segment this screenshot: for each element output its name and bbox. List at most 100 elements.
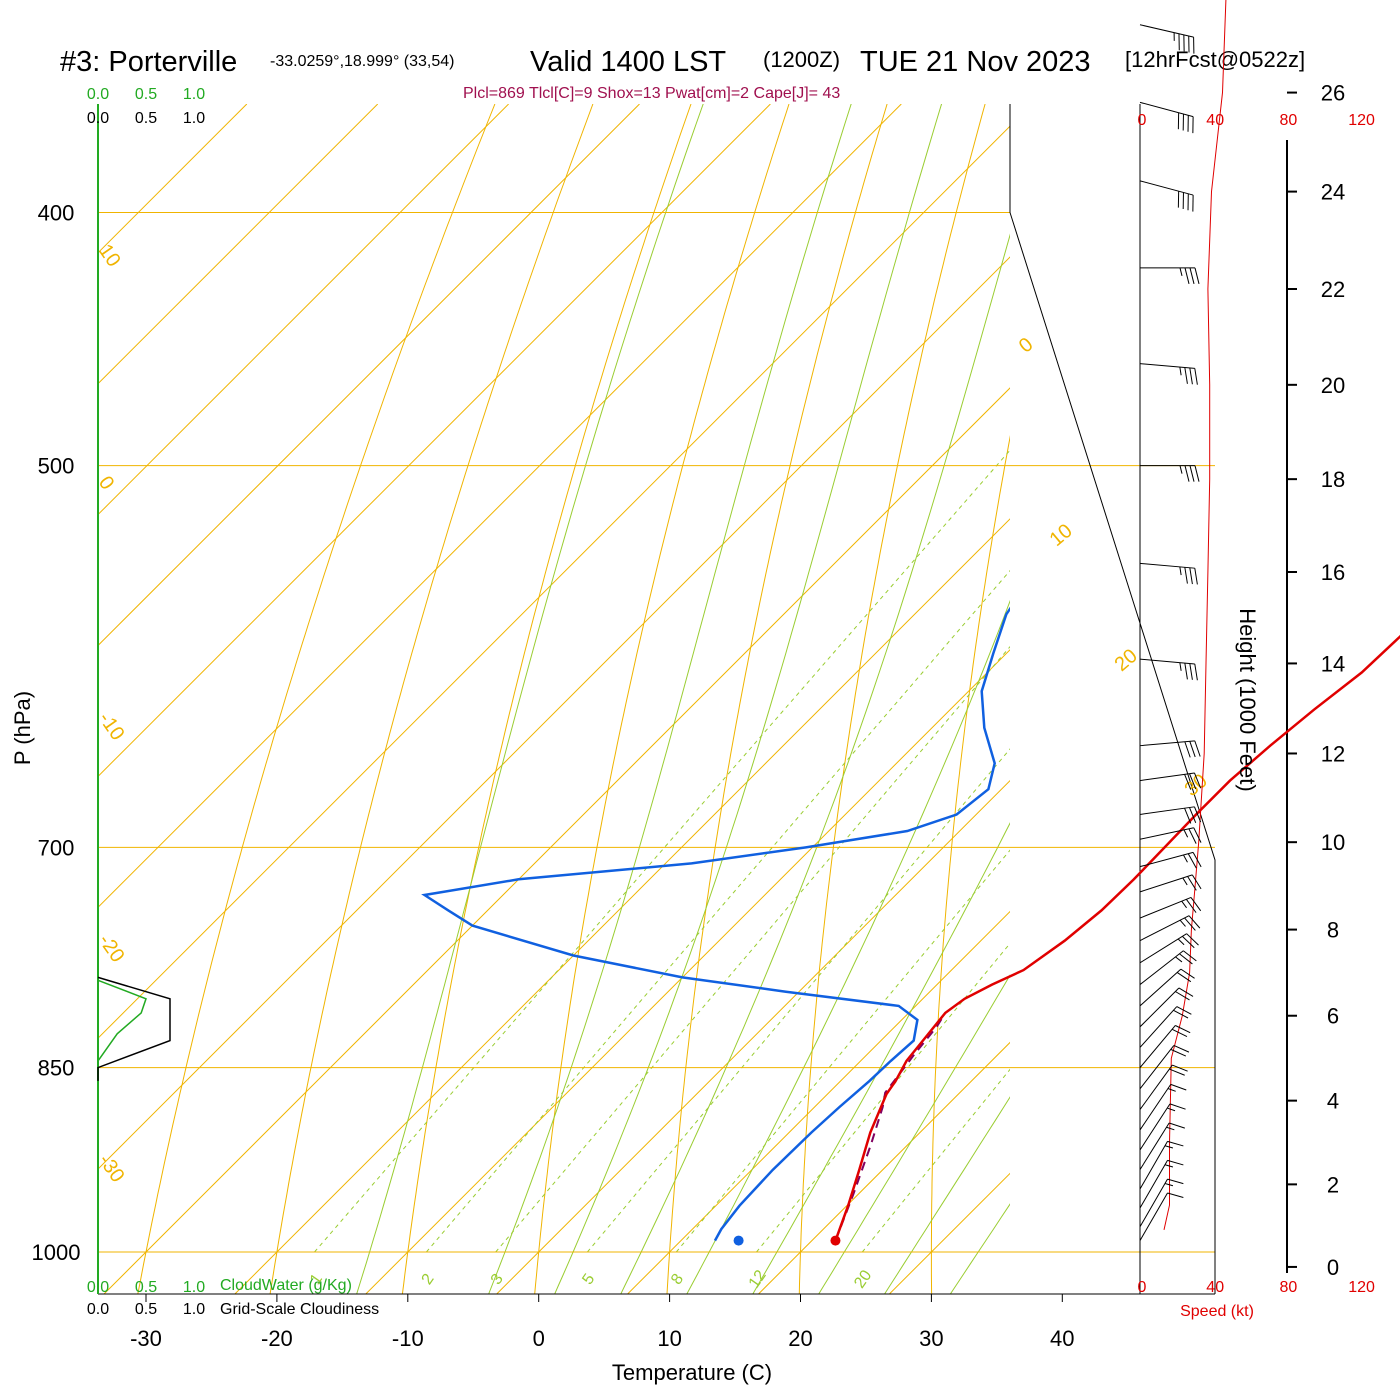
- station-title: #3: Porterville: [60, 46, 237, 78]
- speed-tick-top: 80: [1280, 112, 1298, 129]
- isotherm-label: -10: [94, 708, 129, 744]
- wind-barb-full: [1194, 806, 1202, 823]
- wind-barb: [1139, 772, 1202, 790]
- wind-barb-staff: [1139, 1122, 1170, 1170]
- wind-barb-full: [1184, 465, 1190, 482]
- wind-barb: [1140, 465, 1200, 482]
- wind-barb: [1139, 562, 1198, 585]
- wind-barb-staff: [1139, 1160, 1168, 1209]
- valid-time: Valid 1400 LST: [530, 46, 726, 78]
- wind-barb-half: [1183, 854, 1188, 863]
- wind-barb-full: [1187, 876, 1197, 891]
- wind-barb-staff: [1139, 24, 1194, 38]
- wind-barb-staff: [1139, 968, 1182, 1007]
- x-tick-label: 30: [919, 1326, 943, 1351]
- isotherm-line: [98, 104, 509, 516]
- wind-barb-full: [1173, 1044, 1190, 1053]
- isotherm-line: [98, 256, 1010, 1170]
- temperature-trace: [834, 634, 1400, 1242]
- cloudiness-scale-bottom: 0.0: [87, 1301, 109, 1318]
- isotherm-label-right: 10: [1046, 520, 1077, 551]
- dry-adiabat-line: [666, 104, 888, 1294]
- wind-barb-full: [1189, 741, 1196, 758]
- dry-adiabat-line: [930, 435, 1010, 1294]
- wind-barb-half: [1167, 1107, 1176, 1112]
- wind-barb: [1139, 1122, 1185, 1170]
- pressure-tick-label: 500: [38, 454, 75, 479]
- plot-background: -30-20-100102030402503004005007008501000…: [32, 0, 1376, 1351]
- dry-adiabat-line: [798, 104, 986, 1294]
- wind-barb: [1139, 915, 1201, 942]
- speed-tick-bottom: 40: [1206, 1279, 1224, 1296]
- isotherm-line: [98, 104, 248, 254]
- wind-barb-full: [1194, 465, 1200, 482]
- surface-dewpoint-dot: [733, 1235, 744, 1246]
- dry-adiabat-line: [534, 104, 790, 1294]
- wind-barb-full: [1189, 663, 1193, 680]
- dry-adiabat-line: [137, 104, 496, 1294]
- wind-barb-staff: [1139, 896, 1192, 919]
- isotherm-line: [98, 104, 902, 909]
- wind-barb: [1139, 874, 1202, 893]
- height-tick-label: 28: [1321, 0, 1345, 5]
- moist-adiabat-line: [686, 599, 1010, 1294]
- station-coords: -33.0259°,18.999° (33,54): [270, 53, 454, 70]
- wind-barb-full: [1184, 662, 1188, 680]
- isotherm-line: [98, 104, 379, 385]
- mixing-ratio-label: 20: [851, 1267, 875, 1291]
- wind-barb-full: [1167, 1140, 1184, 1147]
- cloudiness-scale-bottom: 1.0: [183, 1301, 205, 1318]
- mixing-ratio-line: [314, 449, 1010, 1253]
- wind-barb-staff: [1139, 363, 1195, 369]
- height-tick-label: 2: [1327, 1172, 1339, 1197]
- wind-barb-full: [1188, 828, 1197, 844]
- height-tick-label: 10: [1321, 830, 1345, 855]
- wind-barb: [1139, 851, 1202, 869]
- wind-barb: [1139, 24, 1195, 54]
- pressure-tick-label: 700: [38, 835, 75, 860]
- wind-barb-full: [1173, 1009, 1189, 1019]
- wind-barb-half: [1179, 267, 1183, 276]
- wind-barb-full: [1191, 874, 1202, 890]
- wind-barb-full: [1168, 1122, 1185, 1129]
- wind-barb: [1139, 1178, 1184, 1228]
- wind-barb: [1139, 896, 1202, 919]
- wind-barb-full: [1184, 917, 1196, 931]
- wind-barb-staff: [1139, 1192, 1168, 1241]
- wind-barb-full: [1167, 1178, 1184, 1185]
- dry-adiabat-line: [1185, 104, 1279, 1294]
- height-tick-label: 0: [1327, 1255, 1339, 1280]
- wind-barb-half: [1164, 1145, 1174, 1149]
- mixing-ratio-line: [861, 1068, 1010, 1253]
- wind-barb-full: [1182, 935, 1195, 949]
- wind-barb-staff: [1139, 1025, 1176, 1068]
- wind-barb-full: [1189, 773, 1197, 790]
- wind-speed-trace: [1163, 0, 1227, 1231]
- wind-barb-full: [1171, 1028, 1188, 1037]
- wind-barb-full: [1184, 567, 1188, 584]
- sounding-indices: Plcl=869 Tlcl[C]=9 Shox=13 Pwat[cm]=2 Ca…: [463, 85, 840, 102]
- dewpoint-trace: [421, 606, 1010, 1242]
- wind-barb-full: [1189, 367, 1193, 385]
- wind-barb-full: [1175, 1025, 1191, 1034]
- wind-barb-full: [1194, 267, 1200, 284]
- cloudiness-scale-top: 1.0: [183, 110, 205, 127]
- wind-barb: [1139, 180, 1194, 212]
- x-tick-label: -30: [130, 1326, 162, 1351]
- wind-barb: [1139, 1192, 1184, 1241]
- cloudwater-scale-top: 0.5: [135, 86, 157, 103]
- wind-barb-staff: [1139, 827, 1194, 840]
- cloudwater-label: CloudWater (g/Kg): [220, 1277, 352, 1294]
- wind-barb: [1139, 1025, 1191, 1068]
- forecast-label: [12hrFcst@0522z]: [1125, 47, 1305, 72]
- wind-barb-full: [1194, 740, 1201, 757]
- wind-barb-full: [1180, 968, 1195, 979]
- wind-barb-staff: [1139, 740, 1195, 747]
- cloudwater-scale-bottom: 1.0: [183, 1279, 205, 1296]
- cloudwater-scale-bottom: 0.0: [87, 1279, 109, 1296]
- moist-adiabat-line: [818, 974, 1010, 1294]
- wind-barb-full: [1184, 741, 1191, 758]
- wind-barb: [1139, 363, 1198, 385]
- wind-barb-staff: [1139, 933, 1187, 964]
- mixing-ratio-line: [756, 942, 1010, 1253]
